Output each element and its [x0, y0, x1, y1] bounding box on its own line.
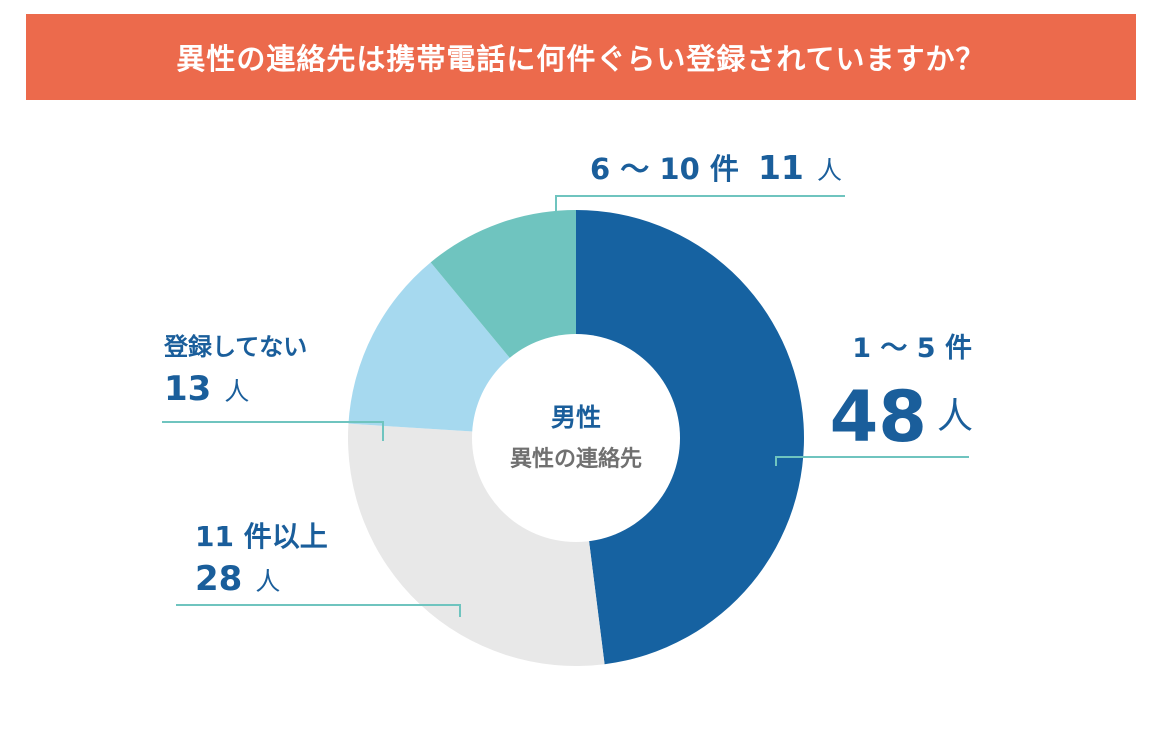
center-subtitle: 異性の連絡先: [510, 446, 642, 472]
slice-label-11plus: 11 件以上: [195, 520, 328, 553]
slice-label-none: 登録してない: [163, 333, 307, 361]
slice-value-6-10: 11: [758, 148, 804, 187]
slice-value-11plus: 28: [195, 559, 242, 599]
leader-line-1-5: [775, 456, 969, 466]
slice-label-6-10: 6 ～ 10 件: [590, 152, 739, 186]
slice-value-1-5: 48: [830, 376, 927, 458]
leader-line-11plus: [176, 604, 461, 617]
slice-1-5: [576, 210, 804, 665]
slice-unit-11plus: 人: [255, 567, 280, 596]
slice-value-none: 13: [164, 369, 211, 409]
slice-unit-1-5: 人: [937, 396, 973, 437]
chart-title-bar: 異性の連絡先は携帯電話に何件ぐらい登録されていますか？: [26, 14, 1136, 100]
slice-value-11plus-group: 28 人: [195, 559, 280, 599]
chart-title: 異性の連絡先は携帯電話に何件ぐらい登録されていますか？: [176, 42, 986, 76]
slice-label-group-6-10: 6 ～ 10 件 11 人: [590, 148, 842, 187]
donut-hole: [472, 334, 680, 542]
leader-line-6-10: [555, 195, 845, 213]
slice-value-1-5-group: 48: [830, 376, 927, 458]
leader-line-none: [162, 421, 384, 441]
center-title: 男性: [551, 403, 601, 432]
slice-unit-none: 人: [224, 377, 249, 406]
slice-label-1-5: 1 ～ 5 件: [852, 333, 972, 364]
slice-value-none-group: 13 人: [164, 369, 249, 409]
slice-unit-6-10: 人: [817, 156, 842, 185]
